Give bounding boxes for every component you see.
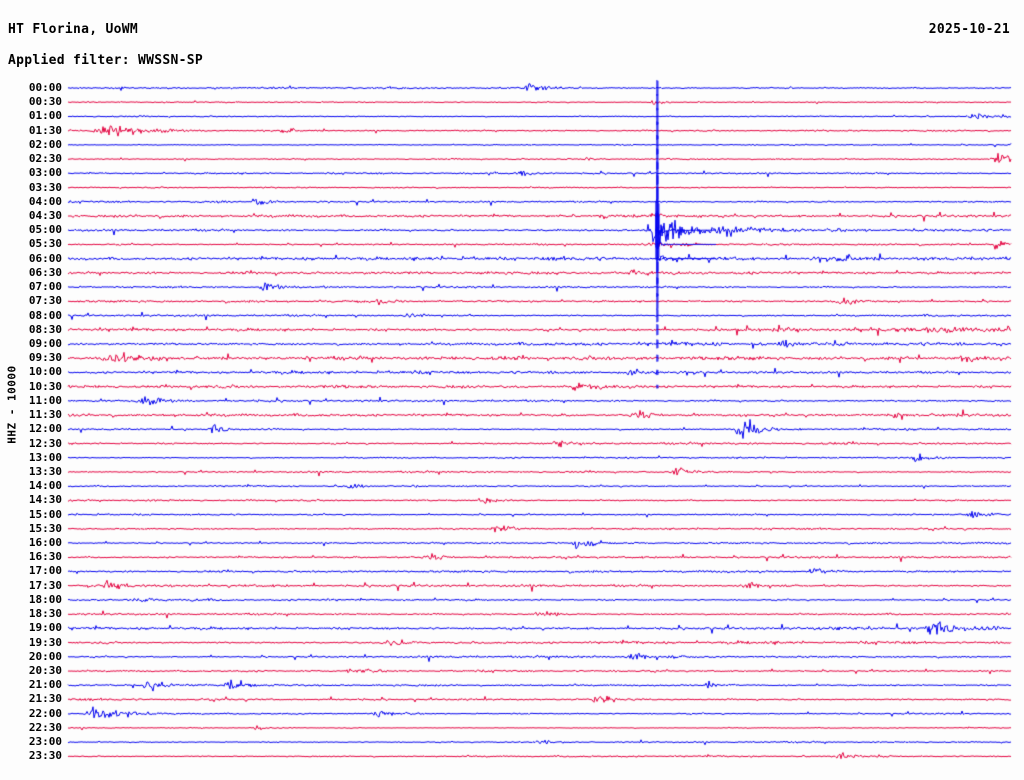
seismogram-traces [0, 0, 1024, 780]
helicorder-page: HT Florina, UoWM Applied filter: WWSSN-S… [0, 0, 1024, 780]
